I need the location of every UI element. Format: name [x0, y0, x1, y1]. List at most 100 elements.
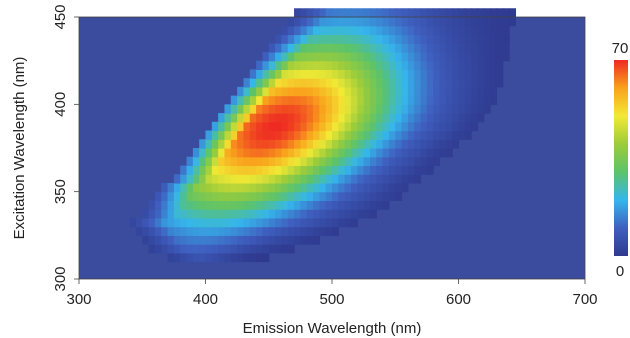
heatmap-cell: [452, 17, 460, 27]
heatmap-cell: [256, 113, 264, 123]
heatmap-cell: [281, 34, 289, 44]
heatmap-cell: [300, 17, 308, 27]
heatmap-cell: [439, 148, 447, 158]
heatmap-cell: [471, 34, 479, 44]
heatmap-cell: [509, 17, 517, 27]
heatmap-cell: [243, 121, 251, 132]
heatmap-cell: [426, 86, 434, 97]
heatmap-cell: [313, 34, 320, 44]
heatmap-cell: [490, 25, 498, 36]
heatmap-cell: [344, 165, 352, 175]
heatmap-cell: [490, 43, 498, 53]
heatmap-cell: [483, 8, 491, 18]
heatmap-cell: [490, 51, 498, 62]
heatmap-cell: [445, 148, 453, 158]
heatmap-cell: [439, 60, 447, 70]
heatmap-cell: [300, 191, 308, 201]
heatmap-cell: [287, 165, 295, 175]
x-tick-label: 300: [66, 291, 91, 308]
heatmap-cell: [502, 43, 510, 53]
heatmap-cell: [477, 8, 485, 18]
heatmap-cell: [180, 200, 188, 210]
heatmap-cell: [376, 156, 384, 167]
heatmap-cell: [363, 78, 371, 88]
heatmap-cell: [173, 209, 181, 219]
heatmap-cell: [496, 34, 504, 44]
heatmap-cell: [313, 217, 320, 228]
heatmap-cell: [262, 174, 270, 184]
heatmap-cell: [350, 182, 358, 193]
heatmap-cell: [294, 156, 301, 167]
heatmap-cell: [306, 174, 314, 184]
heatmap-cell: [249, 200, 257, 210]
heatmap-cell: [281, 165, 289, 175]
heatmap-cell: [483, 104, 491, 114]
heatmap-cell: [471, 8, 479, 18]
heatmap-cell: [407, 86, 415, 97]
heatmap-cell: [243, 244, 251, 254]
heatmap-cell: [180, 235, 188, 245]
y-tick-label: 400: [52, 92, 69, 117]
heatmap-cell: [211, 139, 219, 149]
heatmap-cell: [363, 139, 371, 149]
heatmap-cell: [268, 182, 276, 193]
heatmap-cell: [350, 139, 358, 149]
heatmap-cell: [357, 165, 365, 175]
heatmap-cell: [167, 235, 175, 245]
heatmap-cell: [344, 130, 352, 140]
heatmap-cell: [294, 209, 301, 219]
heatmap-cell: [433, 148, 441, 158]
heatmap-cell: [401, 86, 409, 97]
heatmap-cell: [306, 104, 314, 114]
heatmap-cell: [275, 244, 282, 254]
heatmap-cell: [281, 174, 289, 184]
heatmap-cell: [142, 235, 150, 245]
heatmap-cell: [452, 139, 460, 149]
heatmap-cell: [230, 182, 238, 193]
heatmap-cell: [363, 25, 371, 36]
heatmap-cell: [332, 60, 339, 70]
heatmap-cell: [275, 200, 282, 210]
heatmap-cell: [344, 182, 352, 193]
heatmap-cell: [458, 8, 466, 18]
heatmap-cell: [363, 148, 371, 158]
heatmap-cell: [268, 51, 276, 62]
heatmap-cell: [281, 226, 289, 236]
heatmap-cell: [496, 17, 504, 27]
heatmap-cell: [173, 174, 181, 184]
heatmap-cell: [281, 148, 289, 158]
heatmap-cell: [256, 60, 264, 70]
heatmap-cell: [294, 148, 301, 158]
heatmap-cell: [237, 191, 245, 201]
heatmap-cell: [205, 139, 213, 149]
heatmap-cell: [281, 51, 289, 62]
heatmap-cell: [350, 17, 358, 27]
heatmap-cell: [382, 139, 390, 149]
heatmap-cell: [287, 121, 295, 132]
heatmap-cell: [294, 139, 301, 149]
heatmap-cell: [262, 78, 270, 88]
heatmap-cell: [357, 121, 365, 132]
heatmap-cell: [319, 156, 327, 167]
heatmap-cell: [281, 78, 289, 88]
heatmap-cell: [344, 104, 352, 114]
heatmap-cell: [237, 113, 245, 123]
heatmap-cell: [376, 200, 384, 210]
heatmap-cell: [199, 217, 207, 228]
heatmap-cell: [325, 104, 333, 114]
heatmap-cell: [237, 244, 245, 254]
heatmap-cell: [458, 17, 466, 27]
heatmap-cell: [464, 69, 472, 79]
heatmap-cell: [294, 217, 301, 228]
heatmap-cell: [369, 130, 377, 140]
heatmap-cell: [369, 78, 377, 88]
heatmap-cell: [350, 165, 358, 175]
heatmap-cell: [211, 174, 219, 184]
heatmap-cell: [332, 174, 339, 184]
heatmap-cell: [161, 200, 169, 210]
heatmap-cell: [237, 95, 245, 105]
heatmap-cell: [300, 51, 308, 62]
heatmap-cell: [483, 34, 491, 44]
heatmap-cell: [180, 174, 188, 184]
heatmap-cell: [382, 200, 390, 210]
